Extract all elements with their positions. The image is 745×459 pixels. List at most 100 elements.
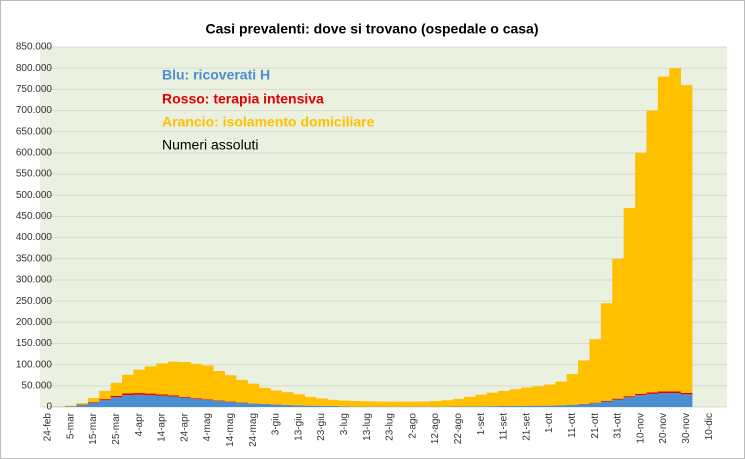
bar-segment (258, 387, 271, 404)
bar-segment (475, 406, 488, 407)
bar-segment (646, 392, 659, 394)
bar-segment (338, 400, 351, 407)
bar-segment (87, 402, 100, 403)
x-tick-label: 25-mar (111, 412, 122, 444)
bar-segment (532, 386, 545, 406)
bar-segment (372, 401, 385, 407)
bar-segment (99, 399, 111, 401)
y-tick-label: 550.000 (16, 169, 53, 180)
chart-title: Casi prevalenti: dove si trovano (ospeda… (206, 21, 539, 37)
bar-segment (407, 401, 419, 407)
bar-segment (236, 402, 248, 407)
bar-segment (327, 406, 339, 407)
bar-segment (179, 397, 191, 407)
y-tick-label: 650.000 (16, 126, 53, 137)
bar-segment (623, 396, 636, 398)
bar-segment (600, 400, 613, 402)
bar-segment (498, 390, 510, 406)
bar-segment (635, 393, 647, 396)
x-tick-label: 11-set (499, 413, 510, 440)
bar-segment (452, 398, 465, 407)
bar-segment (680, 394, 693, 407)
bar-segment (543, 405, 556, 407)
y-tick-label: 100.000 (16, 359, 53, 370)
x-tick-label: 21-set (521, 413, 532, 441)
x-tick-label: 30-nov (681, 413, 692, 444)
bar-segment (122, 393, 134, 396)
bar-segment (122, 395, 134, 407)
bar-segment (657, 393, 670, 407)
annotation: Numeri assoluti (162, 137, 258, 153)
bar-segment (589, 402, 602, 404)
x-tick-label: 23-giu (316, 413, 327, 441)
bar-segment (327, 399, 339, 407)
y-tick-label: 400.000 (16, 232, 53, 243)
bar-segment (498, 406, 510, 407)
bar-segment (156, 395, 168, 407)
bar-segment (612, 398, 624, 400)
y-tick-label: 600.000 (16, 148, 53, 159)
bar-segment (167, 396, 180, 407)
y-tick-label: 700.000 (16, 105, 53, 116)
x-tick-label: 22-ago (453, 413, 464, 445)
bar-segment (167, 361, 180, 396)
y-tick-label: 0 (46, 402, 52, 413)
bar-segment (646, 110, 659, 393)
bar-segment (258, 404, 271, 407)
bar-segment (669, 68, 681, 392)
y-tick-label: 250.000 (16, 296, 53, 307)
bar-segment (144, 366, 157, 394)
bar-segment (361, 401, 374, 407)
bar-segment (179, 362, 191, 397)
bar-segment (65, 405, 77, 407)
bar-segment (201, 365, 214, 400)
bar-segment (578, 360, 590, 404)
x-tick-label: 4-mag (202, 413, 213, 441)
bar-segment (190, 398, 203, 407)
bar-segment (247, 383, 260, 404)
bar-segment (657, 391, 670, 394)
bar-segment (669, 393, 681, 407)
legend-entry: Rosso: terapia intensiva (162, 91, 324, 107)
bar-segment (418, 401, 431, 407)
bar-segment (236, 379, 248, 403)
x-tick-label: 13-lug (362, 413, 373, 441)
x-tick-label: 14-apr (157, 412, 168, 442)
x-tick-label: 5-mar (65, 412, 76, 439)
x-tick-label: 11-ott (567, 413, 578, 438)
y-tick-label: 150.000 (16, 338, 53, 349)
y-tick-label: 350.000 (16, 253, 53, 264)
bar-segment (509, 389, 522, 406)
bar-segment (623, 207, 636, 397)
bar-segment (509, 405, 522, 407)
bar-segment (304, 396, 317, 406)
x-tick-label: 15-mar (88, 412, 99, 444)
bar-segment (201, 399, 214, 407)
x-tick-label: 3-giu (271, 413, 282, 435)
bar-segment (612, 399, 624, 407)
y-tick-label: 750.000 (16, 84, 53, 95)
x-tick-label: 31-ott (613, 413, 624, 439)
bar-segment (315, 405, 328, 407)
legend-entry: Arancio: isolamento domiciliare (162, 114, 375, 130)
bar-segment (179, 396, 191, 398)
y-tick-label: 500.000 (16, 190, 53, 201)
bar-segment (167, 395, 180, 397)
x-tick-label: 3-lug (339, 413, 350, 435)
x-tick-label: 24-mag (248, 413, 259, 447)
y-tick-label: 450.000 (16, 211, 53, 222)
bar-segment (350, 401, 362, 407)
bar-segment (566, 373, 579, 405)
bar-segment (589, 403, 602, 407)
bar-segment (521, 405, 533, 407)
bar-segment (213, 400, 225, 402)
bar-segment (281, 405, 294, 407)
bar-segment (99, 400, 111, 407)
x-tick-label: 20-nov (658, 413, 669, 444)
bar-segment (657, 76, 670, 392)
y-tick-label: 300.000 (16, 275, 53, 286)
bar-segment (543, 384, 556, 406)
x-tick-label: 21-ott (590, 413, 601, 439)
x-tick-label: 13-giu (293, 413, 304, 441)
bar-segment (464, 406, 476, 407)
